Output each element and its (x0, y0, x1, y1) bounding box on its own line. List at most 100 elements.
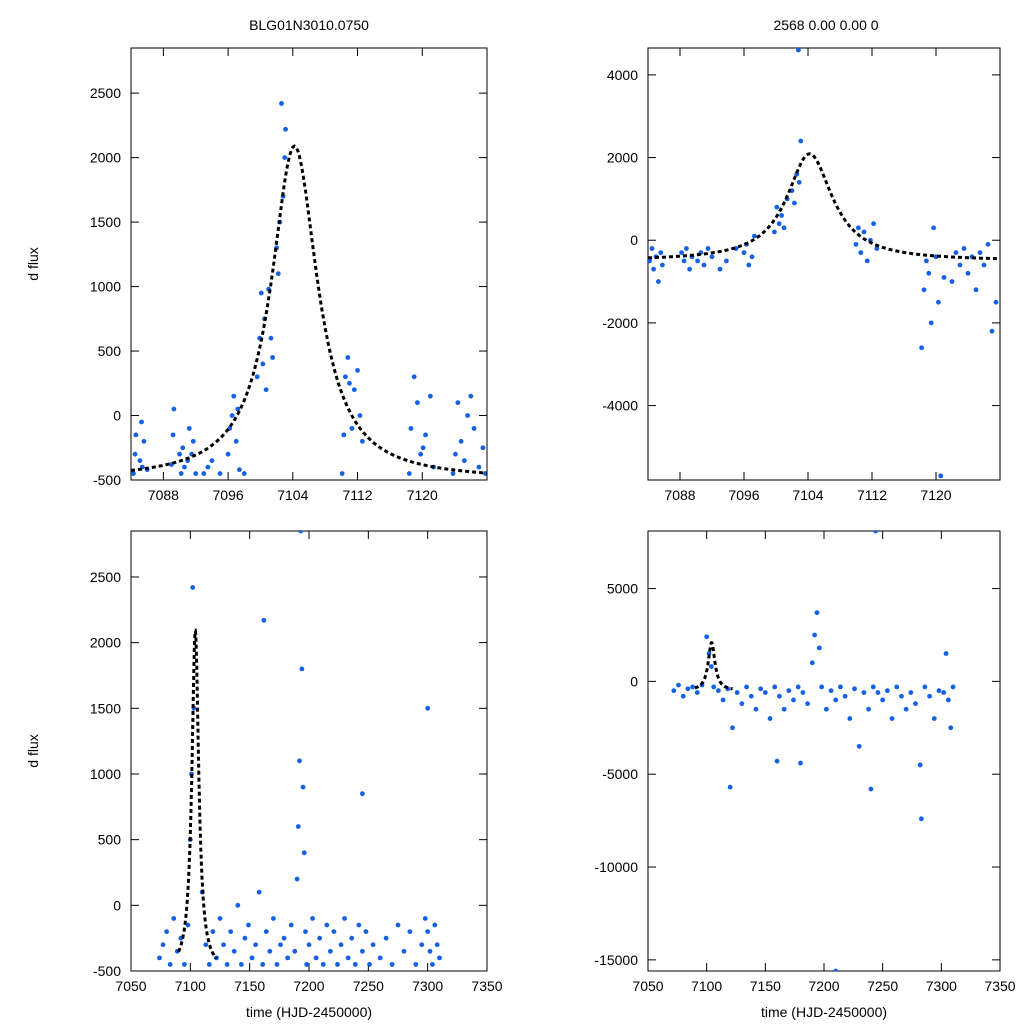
data-point (320, 962, 326, 967)
x-tick-label: 7250 (867, 978, 898, 994)
data-point (767, 716, 773, 721)
y-tick-label: 2500 (90, 569, 121, 585)
x-axis-label: time (HJD-2450000) (761, 1004, 887, 1020)
x-tick-label: 7150 (234, 978, 265, 994)
data-point (690, 684, 695, 690)
data-point (816, 645, 822, 651)
data-point (918, 816, 924, 822)
data-point (310, 916, 315, 921)
data-point (254, 374, 260, 380)
data-point (256, 889, 262, 895)
data-point (270, 355, 275, 360)
data-point (861, 690, 867, 695)
x-tick-label: 7096 (728, 487, 759, 503)
x-tick-label: 7112 (857, 487, 887, 503)
data-point (684, 246, 689, 251)
x-tick-label: 7120 (920, 487, 951, 503)
data-point (941, 275, 947, 280)
data-point (953, 250, 959, 256)
data-point (724, 258, 729, 264)
data-point (160, 942, 166, 948)
data-point (228, 929, 234, 934)
data-point (224, 962, 230, 967)
y-tick-label: 500 (98, 832, 122, 848)
data-point (695, 258, 700, 264)
data-point (271, 916, 276, 921)
x-tick-label: 7088 (148, 487, 179, 503)
data-point (989, 328, 995, 334)
data-point (973, 287, 979, 293)
y-tick-label: -5000 (602, 766, 638, 782)
data-point (167, 962, 173, 967)
data-point (131, 471, 136, 476)
data-point (186, 426, 192, 431)
data-point (351, 387, 357, 393)
data-point (823, 706, 829, 712)
data-point (781, 225, 787, 231)
data-point (180, 445, 186, 451)
data-point (294, 876, 300, 882)
data-point (217, 916, 223, 921)
data-point (383, 935, 389, 941)
data-point (798, 138, 804, 144)
data-point (833, 968, 839, 971)
data-point (455, 400, 461, 406)
data-point (249, 955, 255, 961)
data-point (676, 682, 681, 688)
data-point (182, 962, 187, 967)
data-point (237, 467, 242, 473)
data-point (928, 320, 934, 326)
data-point (355, 367, 360, 373)
data-point (476, 464, 482, 470)
data-point (275, 271, 281, 277)
x-tick-label: 7300 (412, 978, 443, 994)
data-point (796, 48, 801, 53)
data-point (461, 458, 467, 464)
x-tick-label: 7104 (277, 487, 308, 503)
data-point (356, 922, 362, 928)
data-point (343, 374, 348, 380)
data-point (950, 684, 956, 690)
data-point (407, 929, 413, 934)
data-point (762, 690, 768, 695)
data-point (297, 758, 302, 764)
y-tick-label: 2500 (90, 85, 121, 101)
data-point (727, 784, 733, 790)
data-point (427, 393, 433, 399)
data-point (201, 471, 207, 476)
data-point (856, 225, 861, 231)
data-point (437, 955, 442, 961)
data-point (185, 922, 191, 928)
y-axis-label: d flux (25, 247, 41, 280)
model-curve (177, 627, 218, 960)
panel-top-right: -4000 -2000 0 2000 4000 7088 7096 7104 7112 7120 (602, 47, 1001, 503)
data-point (137, 458, 143, 464)
data-point (419, 942, 425, 948)
data-point (141, 438, 147, 444)
data-point (171, 406, 177, 412)
data-point (870, 684, 876, 690)
data-point (303, 929, 308, 934)
data-point (812, 632, 818, 638)
model-curve (648, 152, 1000, 261)
data-point (235, 902, 241, 908)
data-point (425, 705, 431, 711)
x-tick-label: 7250 (353, 978, 384, 994)
data-point (209, 458, 215, 464)
data-point (739, 701, 745, 707)
data-point (949, 279, 955, 284)
data-point (157, 955, 162, 961)
data-point (285, 955, 291, 961)
data-point (203, 942, 209, 948)
data-point (921, 287, 927, 293)
data-point (847, 716, 853, 721)
data-point (360, 438, 365, 444)
x-tick-label: 7200 (808, 978, 839, 994)
data-point (792, 200, 797, 206)
data-point (931, 225, 936, 231)
data-point (177, 451, 182, 457)
data-point (936, 688, 942, 694)
data-point (420, 445, 426, 451)
data-point (649, 246, 655, 251)
data-point (370, 942, 376, 948)
